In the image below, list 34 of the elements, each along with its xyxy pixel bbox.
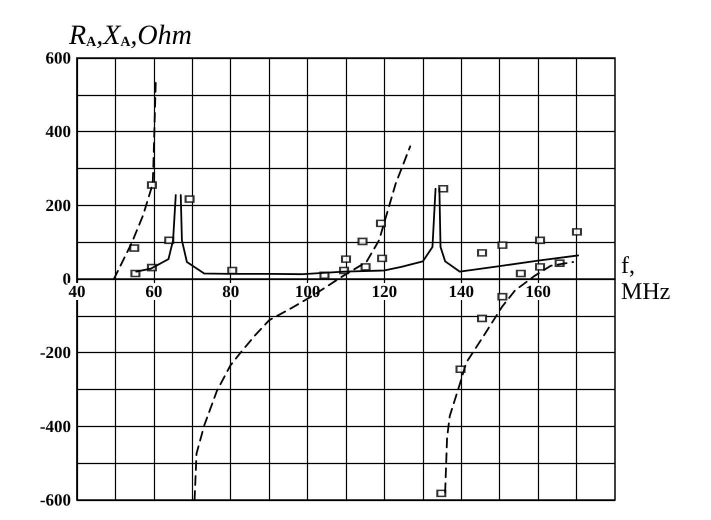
y-tick-label: 0 [62,270,71,288]
x-tick-label: 80 [222,282,240,301]
point [147,181,157,189]
x-tick-label: 140 [448,282,474,301]
y-tick-label: -400 [40,416,71,436]
point [358,238,368,246]
point [129,244,140,252]
point [377,254,388,262]
point [436,489,446,498]
y-tick-label: -200 [40,343,71,362]
y-tick-label: 200 [46,196,71,215]
point [535,262,545,271]
x-tick-label: 120 [372,282,398,301]
x-tick-label: 60 [145,282,162,301]
point [477,248,487,257]
y-tick-label: 600 [46,48,71,68]
y-axis-title: RA,XA,Ohm [68,20,192,52]
x-axis-title: f, MHz [621,253,670,305]
point [498,292,508,301]
y-tick-label: 400 [46,122,71,142]
point [341,255,351,264]
point [516,270,526,278]
point [477,314,487,322]
x-tick-label: 100 [294,282,320,301]
point [498,241,508,250]
x-tick-label: 40 [68,282,86,301]
x-tick-label: 160 [525,282,551,301]
point [360,262,370,271]
point [572,228,582,236]
point [184,195,194,203]
point [376,219,386,228]
point [535,236,545,244]
point [227,266,238,274]
y-tick-label: -600 [40,490,71,510]
